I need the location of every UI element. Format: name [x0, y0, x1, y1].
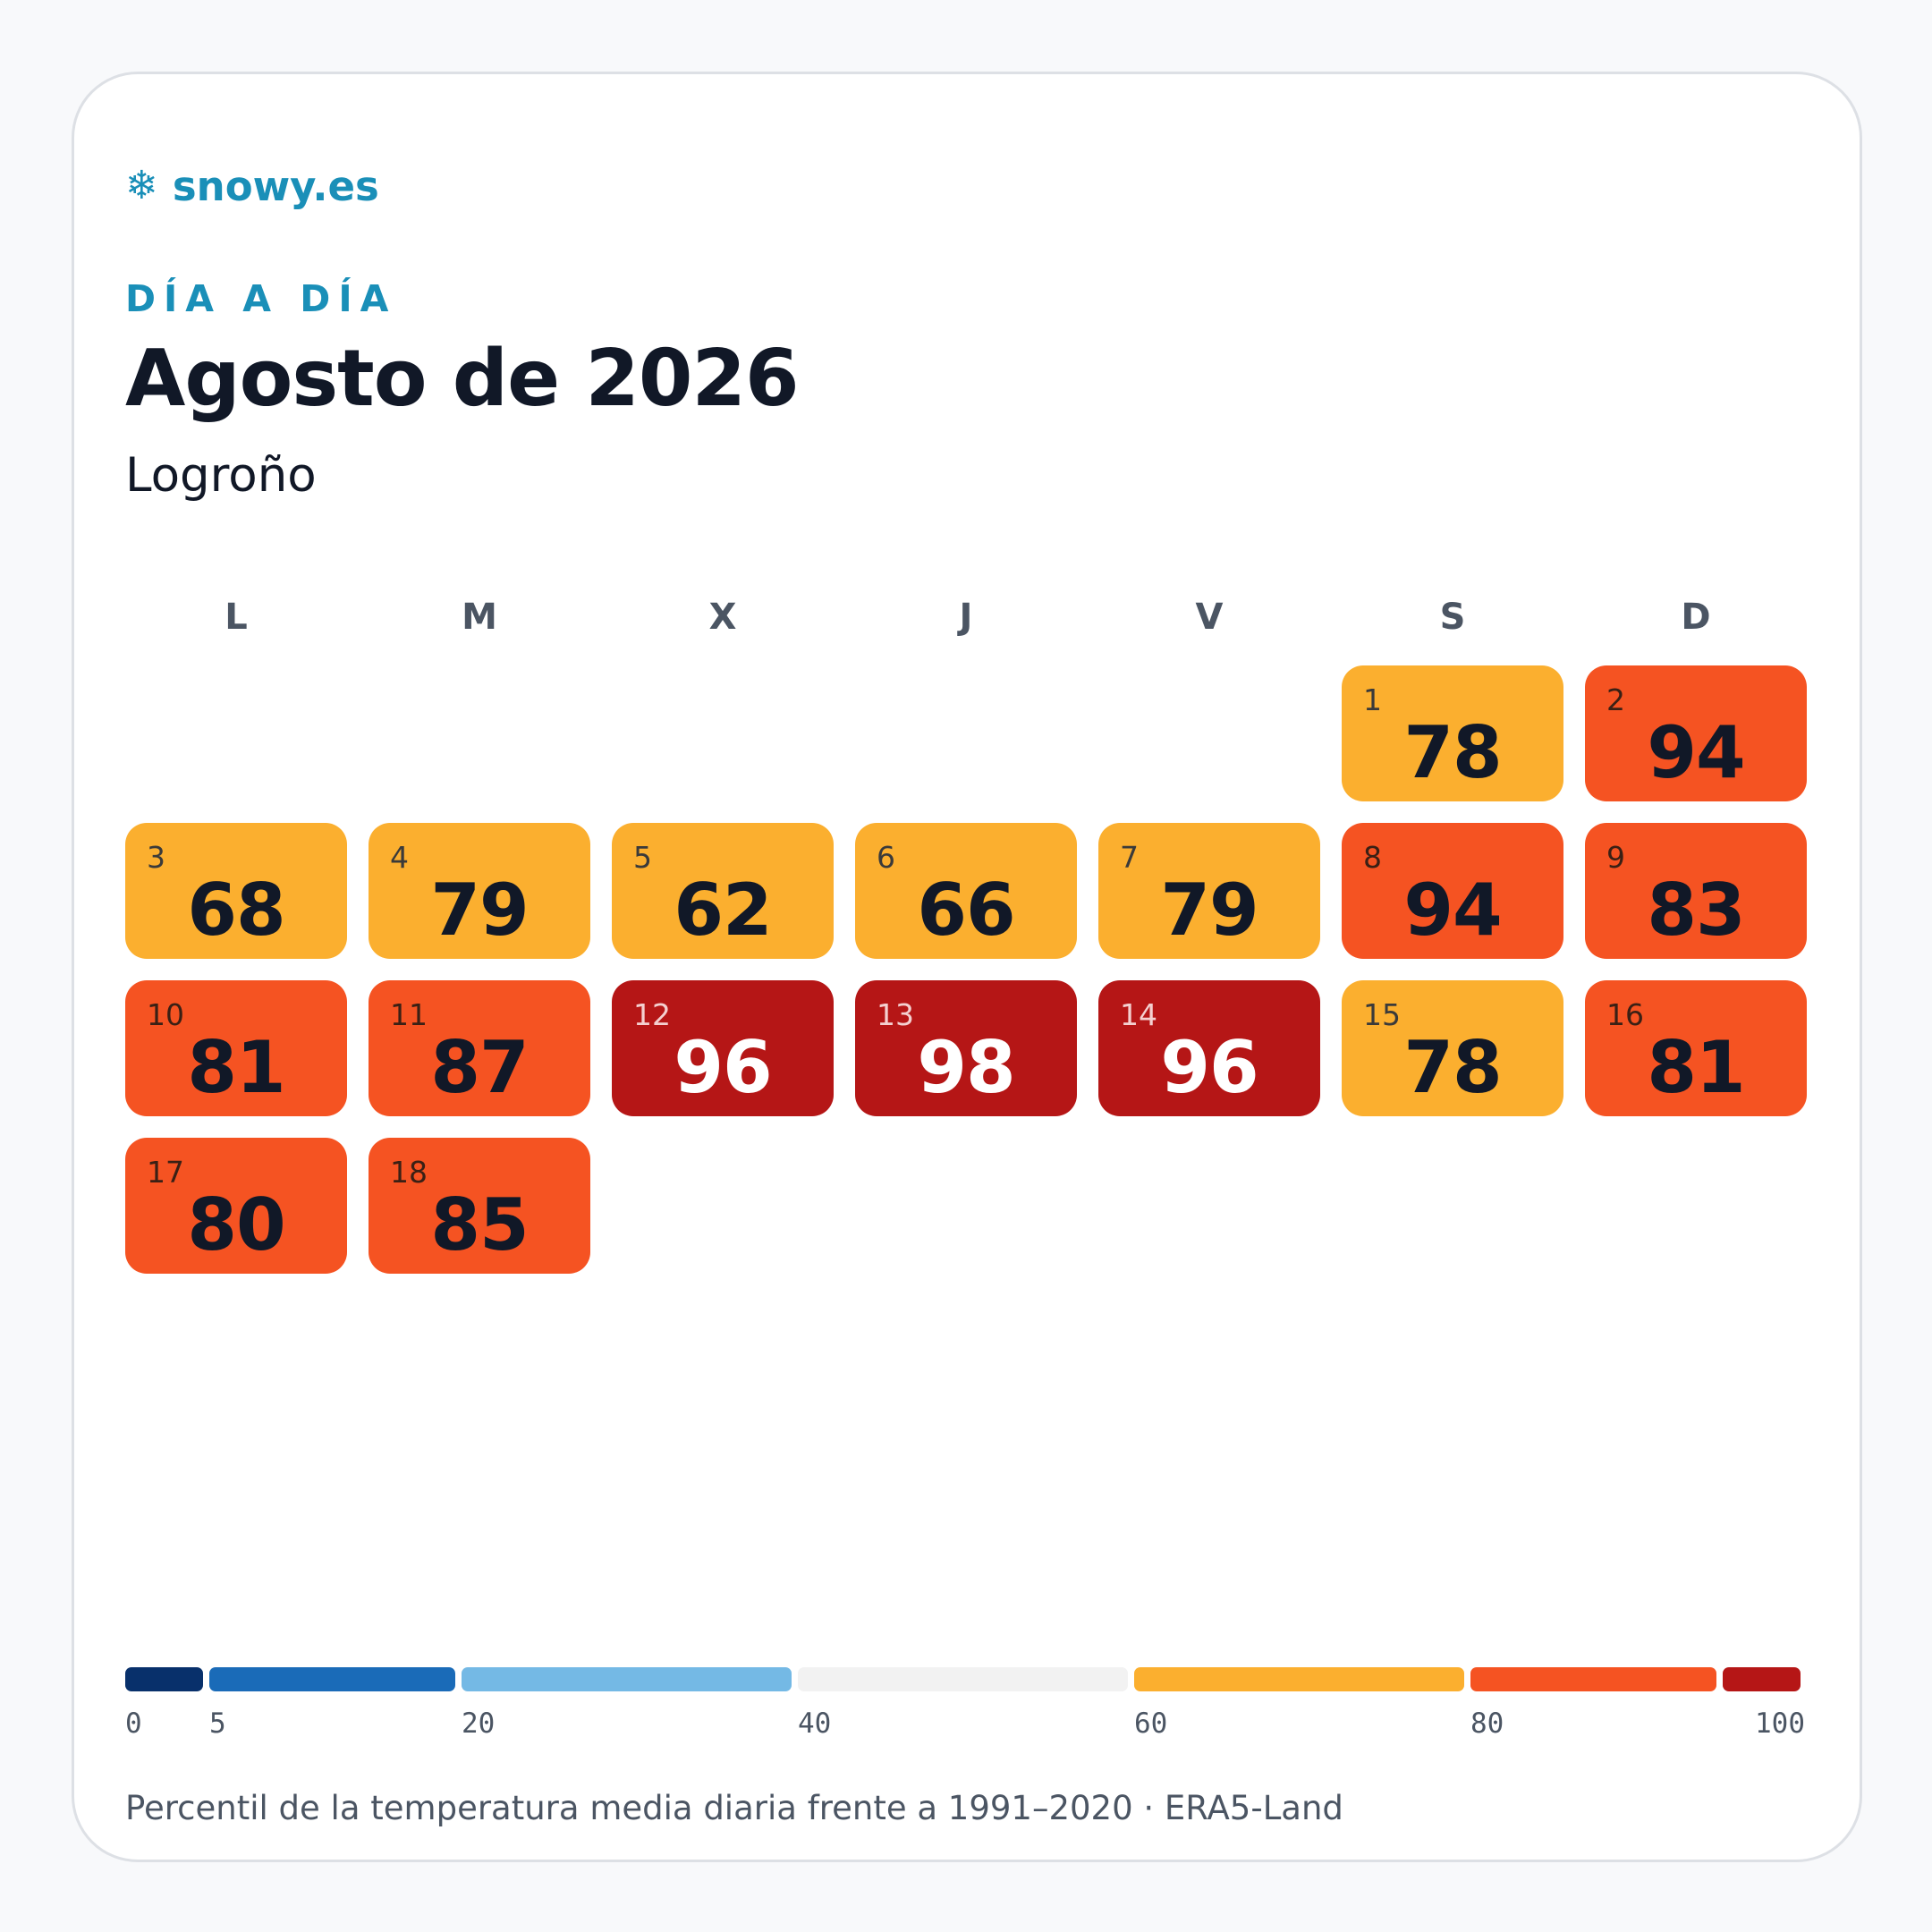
day-number: 4 — [390, 840, 409, 875]
legend-band — [798, 1667, 1128, 1691]
legend-tick-label: 80 — [1470, 1707, 1504, 1740]
legend-tick-label: 100 — [1755, 1707, 1805, 1740]
day-cell[interactable]: 8 94 — [1342, 823, 1563, 959]
percentile-value: 81 — [187, 1026, 285, 1109]
calendar-card — [72, 72, 1862, 1862]
day-number: 15 — [1363, 997, 1401, 1032]
day-number: 16 — [1606, 997, 1644, 1032]
weekday-label: M — [462, 597, 497, 638]
page-title: Agosto de 2026 — [125, 333, 800, 424]
day-number: 6 — [877, 840, 895, 875]
day-cell[interactable]: 13 98 — [855, 980, 1077, 1116]
day-number: 2 — [1606, 682, 1625, 717]
percentile-value: 96 — [1160, 1026, 1258, 1109]
percentile-value: 85 — [430, 1183, 529, 1267]
percentile-value: 80 — [187, 1183, 285, 1267]
legend-tick-label: 0 — [125, 1707, 142, 1740]
percentile-value: 62 — [674, 869, 772, 952]
day-number: 18 — [390, 1155, 428, 1190]
day-cell[interactable]: 6 66 — [855, 823, 1077, 959]
percentile-value: 78 — [1403, 711, 1502, 794]
location-subtitle: Logroño — [125, 448, 317, 503]
percentile-value: 66 — [917, 869, 1015, 952]
day-number: 14 — [1120, 997, 1157, 1032]
day-cell[interactable]: 5 62 — [612, 823, 834, 959]
percentile-value: 94 — [1647, 711, 1745, 794]
day-cell[interactable]: 4 79 — [369, 823, 590, 959]
day-cell[interactable]: 14 96 — [1098, 980, 1320, 1116]
weekday-label: S — [1439, 597, 1466, 638]
day-number: 10 — [147, 997, 184, 1032]
legend-band — [462, 1667, 792, 1691]
legend-tick-label: 20 — [462, 1707, 496, 1740]
day-cell[interactable]: 12 96 — [612, 980, 834, 1116]
percentile-value: 87 — [430, 1026, 529, 1109]
legend-band — [209, 1667, 455, 1691]
percentile-value: 79 — [430, 869, 529, 952]
legend-band — [1723, 1667, 1801, 1691]
snowflake-icon: ❄ — [125, 163, 158, 208]
day-cell[interactable]: 9 83 — [1585, 823, 1807, 959]
day-cell[interactable]: 18 85 — [369, 1138, 590, 1274]
day-cell[interactable]: 2 94 — [1585, 665, 1807, 801]
day-number: 1 — [1363, 682, 1382, 717]
percentile-value: 98 — [917, 1026, 1015, 1109]
legend-tick-label: 60 — [1134, 1707, 1168, 1740]
day-number: 11 — [390, 997, 428, 1032]
day-number: 13 — [877, 997, 914, 1032]
legend-band — [1470, 1667, 1716, 1691]
day-number: 3 — [147, 840, 165, 875]
brand-name: snowy.es — [172, 162, 379, 210]
percentile-value: 96 — [674, 1026, 772, 1109]
footnote: Percentil de la temperatura media diaria… — [125, 1789, 1343, 1827]
day-cell[interactable]: 17 80 — [125, 1138, 347, 1274]
legend-band — [1134, 1667, 1464, 1691]
day-cell[interactable]: 3 68 — [125, 823, 347, 959]
percentile-value: 68 — [187, 869, 285, 952]
day-number: 17 — [147, 1155, 184, 1190]
day-cell[interactable]: 15 78 — [1342, 980, 1563, 1116]
percentile-value: 78 — [1403, 1026, 1502, 1109]
legend-tick-label: 40 — [798, 1707, 832, 1740]
percentile-value: 94 — [1403, 869, 1502, 952]
weekday-label: V — [1195, 597, 1224, 638]
percentile-value: 81 — [1647, 1026, 1745, 1109]
weekday-label: L — [225, 597, 248, 638]
weekday-label: D — [1681, 597, 1711, 638]
day-cell[interactable]: 10 81 — [125, 980, 347, 1116]
day-cell[interactable]: 16 81 — [1585, 980, 1807, 1116]
day-cell[interactable]: 7 79 — [1098, 823, 1320, 959]
weekday-label: J — [959, 597, 973, 638]
day-number: 9 — [1606, 840, 1625, 875]
day-number: 12 — [633, 997, 671, 1032]
legend-tick-label: 5 — [209, 1707, 226, 1740]
day-number: 7 — [1120, 840, 1139, 875]
legend-band — [125, 1667, 203, 1691]
day-cell[interactable]: 11 87 — [369, 980, 590, 1116]
day-number: 5 — [633, 840, 652, 875]
percentile-value: 83 — [1647, 869, 1745, 952]
weekday-label: X — [708, 597, 737, 638]
day-cell[interactable]: 1 78 — [1342, 665, 1563, 801]
section-eyebrow: DÍA A DÍA — [125, 277, 397, 320]
day-number: 8 — [1363, 840, 1382, 875]
brand[interactable]: ❄ snowy.es — [125, 159, 379, 213]
percentile-value: 79 — [1160, 869, 1258, 952]
